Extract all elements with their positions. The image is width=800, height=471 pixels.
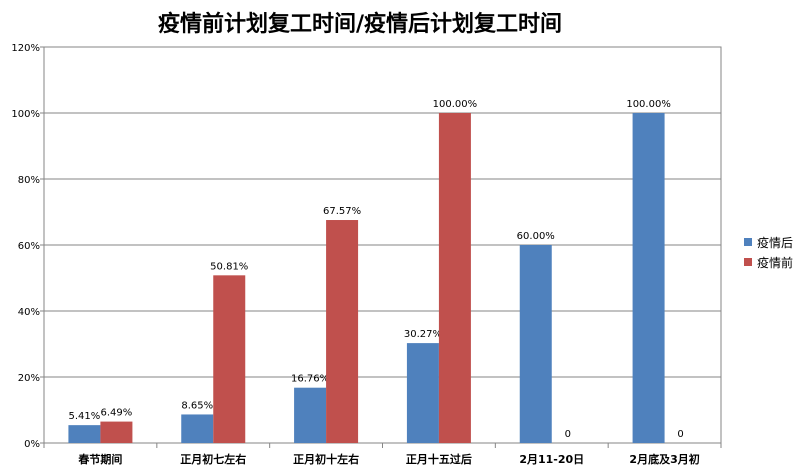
data-label-1-0: 6.49% xyxy=(101,408,133,419)
y-tick-label: 120% xyxy=(11,43,40,54)
x-tick-label: 正月初七左右 xyxy=(180,452,246,466)
data-label-1-2: 67.57% xyxy=(323,206,361,217)
x-tick-label: 2月11-20日 xyxy=(519,453,584,466)
x-tick-label: 2月底及3月初 xyxy=(629,452,699,466)
bar-1-1 xyxy=(213,275,246,443)
legend-item-1: 疫情前 xyxy=(744,252,793,272)
bar-1-2 xyxy=(326,220,359,443)
data-label-1-3: 100.00% xyxy=(433,99,478,110)
bar-1-0 xyxy=(100,421,133,443)
legend-swatch-0 xyxy=(744,238,752,246)
bar-1-3 xyxy=(438,113,471,443)
x-tick-label: 春节期间 xyxy=(78,452,122,466)
y-tick-label: 20% xyxy=(18,373,40,384)
legend: 疫情后 疫情前 xyxy=(744,232,793,272)
data-label-0-3: 30.27% xyxy=(404,329,442,340)
bar-0-4 xyxy=(519,245,552,443)
data-label-1-1: 50.81% xyxy=(210,261,248,272)
data-label-1-4: 0 xyxy=(565,429,571,440)
bar-0-0 xyxy=(68,425,101,443)
chart-title: 疫情前计划复工时间/疫情后计划复工时间 xyxy=(157,12,563,37)
y-tick-label: 100% xyxy=(11,109,40,120)
bar-0-5 xyxy=(632,113,665,443)
y-tick-label: 60% xyxy=(18,241,40,252)
legend-label-0: 疫情后 xyxy=(757,235,794,250)
y-tick-label: 80% xyxy=(18,175,40,186)
data-label-0-4: 60.00% xyxy=(517,231,555,242)
data-label-0-1: 8.65% xyxy=(181,400,213,411)
y-tick-label: 0% xyxy=(24,439,40,450)
data-label-1-5: 0 xyxy=(677,429,683,440)
legend-swatch-1 xyxy=(744,258,752,266)
legend-label-1: 疫情前 xyxy=(757,255,794,270)
data-label-0-2: 16.76% xyxy=(291,374,329,385)
bar-0-3 xyxy=(406,343,439,443)
data-label-0-5: 100.00% xyxy=(626,99,671,110)
legend-item-0: 疫情后 xyxy=(744,232,793,252)
bar-0-1 xyxy=(181,414,214,443)
data-label-0-0: 5.41% xyxy=(69,411,101,422)
x-tick-label: 正月初十左右 xyxy=(293,452,359,466)
y-tick-label: 40% xyxy=(18,307,40,318)
bar-0-2 xyxy=(294,387,327,443)
x-tick-label: 正月十五过后 xyxy=(406,452,472,466)
